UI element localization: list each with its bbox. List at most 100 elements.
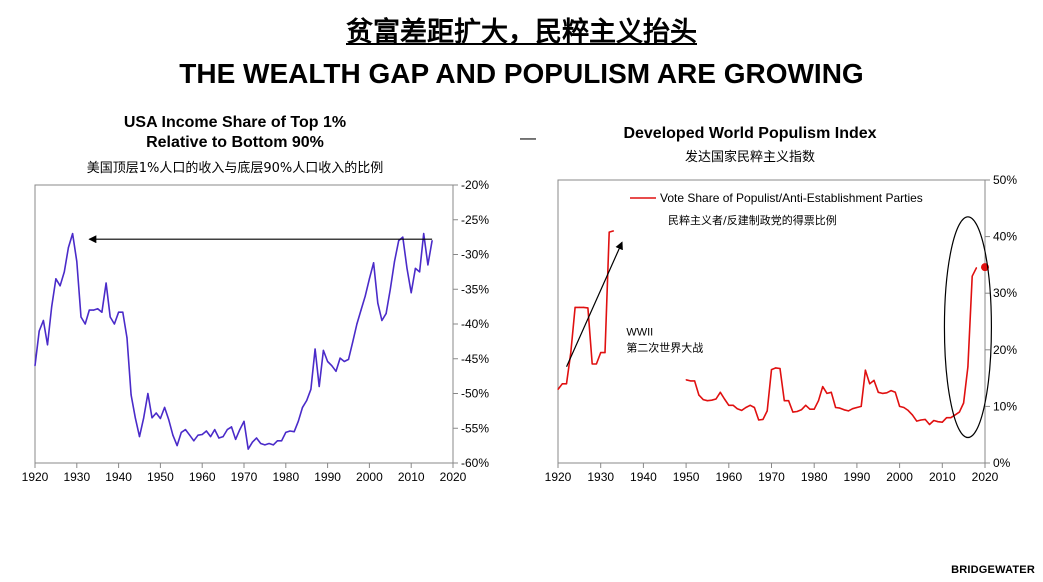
left-data-point: [38, 330, 40, 332]
left-y-tick-label: -25%: [461, 213, 489, 227]
right-data-point: [963, 402, 965, 404]
left-data-point: [377, 302, 379, 304]
right-data-point: [775, 367, 777, 369]
right-data-point: [860, 405, 862, 407]
left-data-point: [222, 435, 224, 438]
right-data-point: [736, 408, 738, 410]
left-data-point: [92, 309, 95, 311]
left-data-point: [402, 236, 404, 238]
right-y-tick-label: 30%: [993, 286, 1017, 300]
left-data-point: [51, 306, 53, 308]
left-data-point: [235, 438, 237, 440]
right-data-point: [933, 419, 935, 422]
left-data-point: [251, 441, 253, 443]
right-data-point: [928, 423, 931, 426]
right-x-tick-label: 1930: [587, 470, 614, 484]
brand-logo: BRIDGEWATER: [951, 564, 1035, 576]
left-data-point: [151, 417, 153, 419]
right-data-point: [723, 398, 726, 400]
left-x-tick-label: 1930: [63, 470, 90, 484]
left-data-point: [197, 434, 199, 436]
right-data-point: [762, 418, 764, 421]
right-data-point: [852, 408, 854, 410]
left-y-tick-label: -50%: [461, 387, 489, 401]
left-data-point: [385, 312, 387, 315]
left-data-point: [67, 246, 70, 249]
left-data-point: [314, 348, 316, 350]
left-chart-subtitle: 美国顶层1%人口的收入与底层90%人口收入的比例: [86, 161, 384, 176]
left-data-point: [343, 360, 345, 363]
left-x-tick-label: 1980: [272, 470, 299, 484]
left-data-point: [335, 370, 337, 372]
right-data-point: [809, 408, 811, 410]
left-data-point: [143, 417, 145, 419]
left-y-tick-label: -60%: [461, 456, 489, 470]
right-data-point: [839, 407, 841, 409]
left-data-point: [347, 358, 350, 361]
separator-dash: —: [520, 130, 536, 147]
left-data-point: [372, 262, 375, 264]
left-data-point: [272, 444, 274, 446]
right-data-point: [920, 419, 922, 421]
left-data-point: [243, 420, 245, 422]
left-data-point: [42, 319, 44, 322]
right-data-point: [805, 404, 807, 406]
left-data-point: [318, 385, 320, 388]
right-y-tick-label: 50%: [993, 173, 1017, 187]
left-data-point: [176, 445, 178, 447]
left-data-point: [368, 278, 370, 280]
right-data-point: [574, 306, 576, 308]
left-data-point: [84, 323, 86, 325]
left-data-point: [297, 420, 299, 422]
left-data-point: [268, 442, 270, 445]
right-data-point: [561, 383, 563, 385]
left-data-point: [163, 406, 166, 408]
right-data-point: [975, 267, 978, 269]
left-data-point: [260, 442, 262, 445]
left-data-point: [360, 309, 362, 311]
right-data-point: [864, 369, 867, 371]
left-data-point: [118, 311, 120, 313]
right-data-point: [954, 414, 956, 416]
left-y-tick-label: -45%: [461, 352, 489, 366]
right-data-point: [796, 410, 798, 413]
left-data-point: [101, 311, 103, 313]
right-chart-subtitle: 发达国家民粹主义指数: [684, 150, 815, 165]
right-data-point: [873, 379, 875, 381]
left-data-point: [389, 288, 391, 290]
left-data-point: [331, 365, 333, 367]
right-data-point: [783, 400, 785, 402]
right-chart: 0% 10% 20% 30% 40% 50% 1920 1930 1940 1950 1960 19…: [545, 173, 1018, 484]
right-data-point: [971, 275, 973, 277]
left-data-point: [88, 309, 90, 311]
left-data-point: [76, 260, 78, 263]
left-chart: -20% -25% -30% -35% -40% -45% -50% -55% -60% 192…: [22, 178, 490, 484]
left-data-point: [138, 435, 141, 438]
right-data-point: [766, 410, 768, 412]
left-data-point: [427, 264, 429, 266]
left-data-point: [239, 429, 241, 431]
right-x-tick-label: 2020: [972, 470, 999, 484]
right-data-point: [565, 383, 568, 385]
right-data-point: [758, 419, 760, 421]
right-data-point: [826, 392, 828, 394]
left-chart-title-line2: Relative to Bottom 90%: [146, 134, 324, 151]
left-data-point: [184, 429, 187, 431]
left-data-point: [147, 392, 149, 395]
right-data-point: [958, 411, 960, 413]
left-data-point: [364, 295, 366, 297]
left-data-point: [59, 285, 61, 287]
right-data-point: [869, 383, 871, 385]
right-series-line-segment: [557, 230, 614, 390]
right-data-point: [702, 399, 704, 401]
right-data-point: [753, 406, 756, 409]
left-data-point: [134, 417, 136, 419]
right-data-point: [916, 420, 918, 422]
right-series-line-segment: [685, 267, 978, 426]
left-data-point: [180, 431, 182, 434]
left-data-point: [209, 435, 212, 438]
right-data-point: [856, 406, 858, 409]
right-data-point: [792, 411, 794, 413]
right-data-point: [685, 379, 687, 381]
right-data-point: [745, 406, 747, 409]
